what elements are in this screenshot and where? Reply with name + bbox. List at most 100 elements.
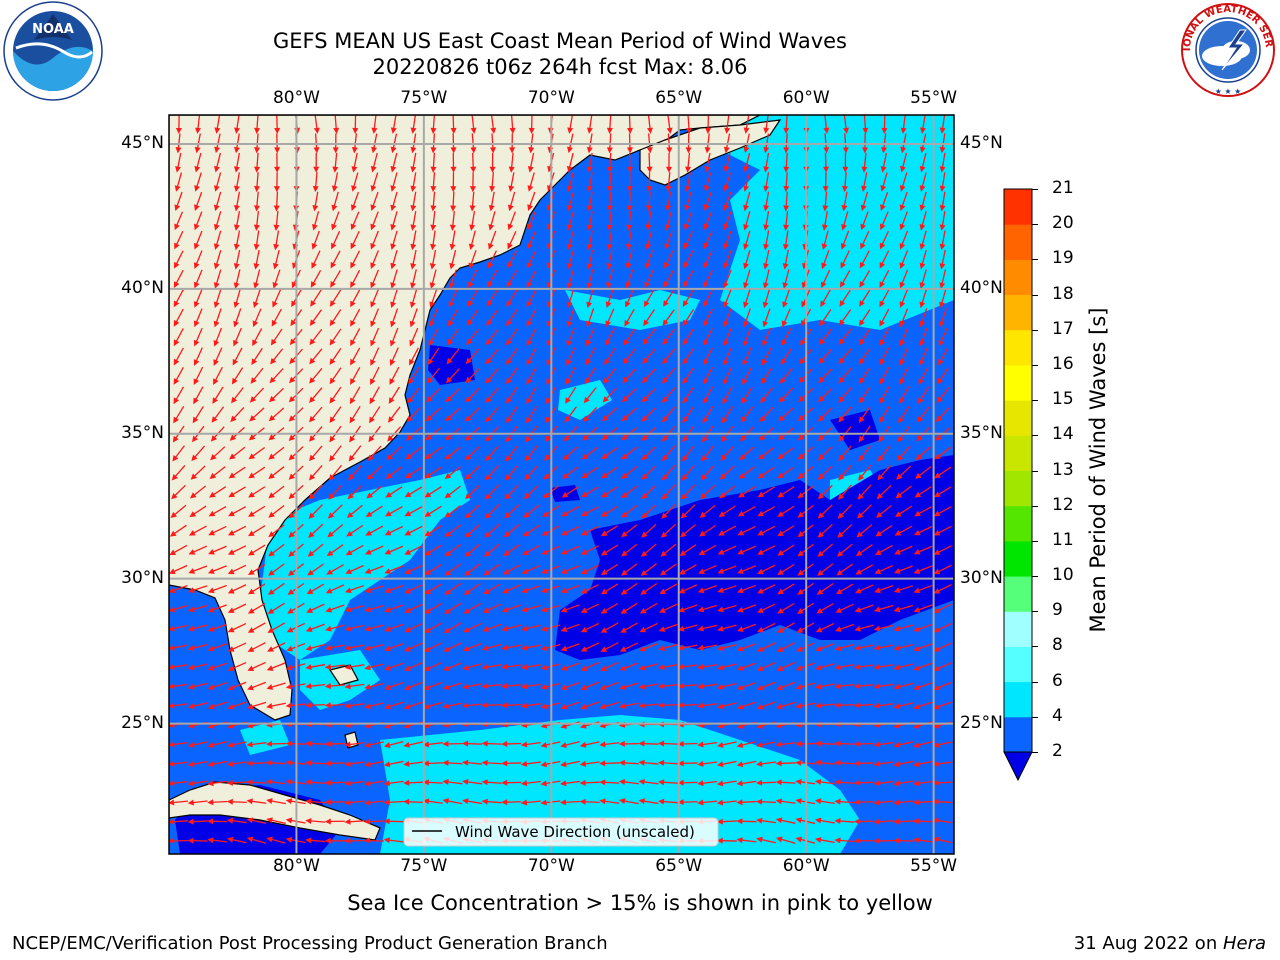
wind-arrow-head: [697, 644, 704, 651]
wind-arrow-head: [384, 549, 392, 555]
wind-arrow-head: [267, 608, 275, 614]
wind-arrow-head: [823, 127, 830, 134]
colorbar-block: [1004, 646, 1032, 683]
wind-arrow-head: [450, 205, 457, 212]
wind-arrow-head: [502, 569, 510, 575]
wind-arrow-head: [560, 606, 568, 613]
wind-arrow-head: [540, 741, 548, 748]
wind-arrow-head: [858, 338, 865, 346]
wind-arrow-head: [814, 740, 821, 747]
wind-arrow-head: [390, 320, 396, 328]
wind-arrow-head: [838, 415, 845, 423]
wind-arrow-head: [743, 224, 749, 231]
wind-arrow-head: [208, 549, 215, 555]
wind-arrow-head: [717, 761, 724, 768]
wind-arrow-head: [268, 550, 275, 557]
wind-arrow-head: [858, 319, 865, 327]
colorbar-tick-mark: [1032, 435, 1038, 437]
wind-arrow-head: [253, 243, 260, 251]
wind-arrow-head: [344, 780, 351, 787]
wind-arrow-head: [716, 799, 724, 806]
wind-arrow-head: [390, 339, 396, 347]
wind-arrow-head: [841, 224, 847, 231]
wind-arrow-head: [719, 473, 727, 480]
wind-arrow-head: [736, 799, 743, 806]
wind-arrow-head: [873, 741, 881, 748]
wind-arrow-head: [268, 472, 275, 479]
colorbar-tick-mark: [1032, 224, 1038, 226]
wind-arrow-head: [465, 454, 472, 461]
wind-arrow-head: [481, 645, 489, 651]
wind-arrow-head: [404, 665, 411, 671]
wind-arrow-head: [506, 338, 512, 346]
wind-arrow-head: [390, 185, 397, 192]
wind-arrow-head: [468, 243, 475, 251]
wind-arrow-head: [838, 357, 845, 365]
wind-arrow-head: [501, 740, 508, 747]
wind-arrow-head: [207, 742, 215, 748]
wind-arrow-head: [286, 626, 294, 633]
wind-arrow-head: [624, 319, 630, 327]
wind-arrow-head: [560, 549, 568, 555]
wind-arrow-head: [463, 626, 470, 633]
wind-arrow-head: [173, 319, 180, 327]
wind-arrow-head: [406, 415, 413, 423]
wind-arrow-head: [742, 378, 748, 385]
wind-arrow-head: [837, 512, 845, 519]
wind-arrow-head: [210, 435, 218, 442]
wind-arrow-head: [665, 166, 672, 173]
wind-arrow-head: [913, 684, 921, 691]
wind-arrow-head: [272, 281, 279, 289]
wind-arrow-head: [404, 626, 411, 633]
wind-arrow-head: [798, 395, 805, 403]
wind-arrow-head: [664, 224, 671, 231]
wind-arrow-head: [795, 836, 803, 843]
wind-arrow-head: [737, 549, 744, 555]
wind-arrow-head: [664, 243, 671, 250]
wind-arrow-head: [230, 415, 237, 423]
wind-arrow-head: [424, 588, 432, 595]
wind-arrow-head: [403, 779, 410, 786]
wind-arrow-head: [546, 301, 553, 308]
wind-arrow-head: [287, 569, 295, 576]
wind-arrow-head: [678, 606, 685, 613]
wind-arrow-head: [742, 320, 749, 328]
wind-arrow-head: [756, 684, 764, 691]
wind-arrow-head: [233, 166, 240, 173]
wind-arrow-head: [466, 319, 473, 327]
wind-arrow-head: [326, 550, 334, 557]
wind-arrow-head: [485, 396, 492, 404]
wind-arrow-head: [561, 529, 568, 536]
wind-arrow-head: [290, 319, 297, 327]
wind-arrow-head: [933, 568, 941, 575]
wind-arrow-head: [287, 607, 294, 614]
wind-arrow-head: [919, 320, 926, 328]
wind-arrow-head: [641, 550, 648, 557]
wind-arrow-head: [324, 837, 331, 844]
wind-arrow-head: [483, 588, 490, 595]
wind-arrow-head: [449, 262, 456, 270]
wind-arrow-head: [821, 262, 827, 270]
wind-arrow-head: [783, 166, 790, 173]
wind-arrow-head: [815, 645, 823, 652]
wind-arrow-head: [169, 549, 177, 556]
wind-arrow-head: [796, 627, 804, 633]
wind-arrow-head: [370, 359, 376, 366]
wind-arrow-head: [579, 760, 587, 767]
wind-arrow-head: [291, 281, 298, 289]
wind-arrow-head: [703, 320, 709, 327]
wind-arrow-head: [742, 359, 749, 366]
wind-arrow-head: [288, 550, 295, 557]
wind-arrow-head: [364, 818, 371, 825]
lat-tick-label: 35°N: [121, 422, 164, 443]
wind-arrow-head: [450, 166, 457, 173]
wind-arrow-head: [838, 396, 845, 404]
colorbar-block: [1004, 470, 1032, 507]
wind-arrow-head: [717, 625, 724, 632]
wind-arrow-head: [350, 281, 356, 288]
wind-arrow-head: [169, 644, 175, 651]
colorbar-tick-label: 12: [1052, 494, 1074, 515]
wind-arrow-head: [447, 338, 454, 346]
wind-arrow-head: [838, 319, 845, 326]
wind-arrow-head: [246, 760, 253, 767]
